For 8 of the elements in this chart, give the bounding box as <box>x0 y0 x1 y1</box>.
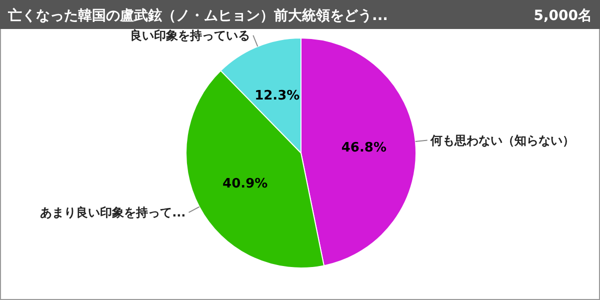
data-label: 40.9% <box>222 176 268 192</box>
slice-label: 良い印象を持っている <box>130 28 250 42</box>
slice-label: 何も思わない（知らない） <box>429 133 574 148</box>
data-label: 12.3% <box>254 88 300 104</box>
chart-title: 亡くなった韓国の盧武鉉（ノ・ムヒョン）前大統領をどう... <box>7 7 388 24</box>
data-label: 46.8% <box>341 140 386 156</box>
chart-subtitle: 5,000名 <box>534 8 592 24</box>
slice-label: あまり良い印象を持って... <box>40 205 186 220</box>
